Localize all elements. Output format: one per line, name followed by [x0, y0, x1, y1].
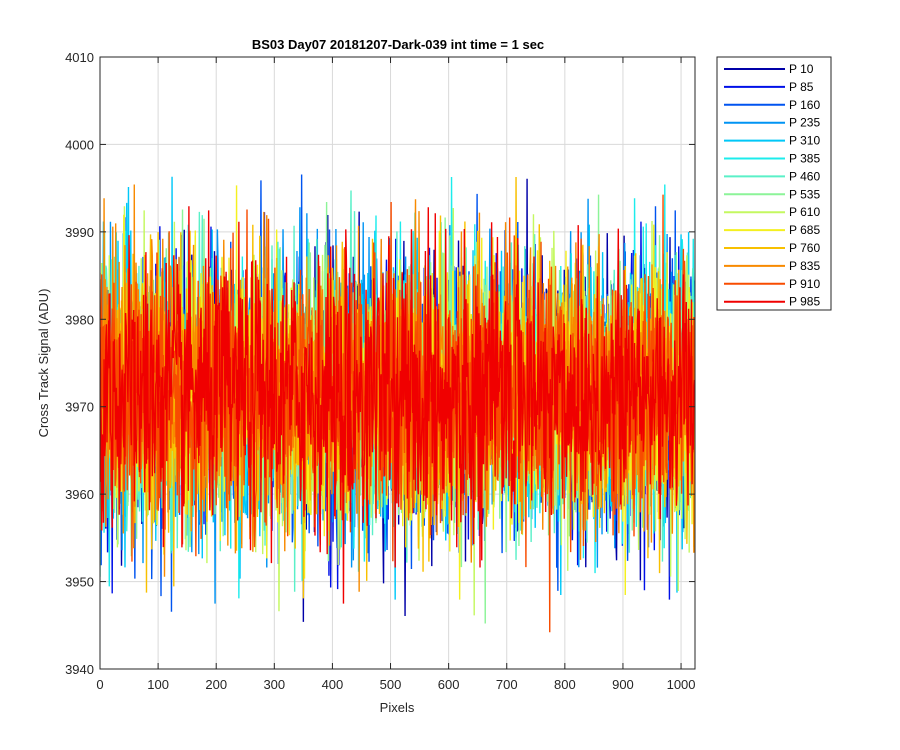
series-line-p985	[100, 206, 695, 604]
x-tick-label: 300	[263, 677, 285, 692]
x-tick-label: 900	[612, 677, 634, 692]
legend-label: P 85	[789, 80, 814, 94]
x-axis-label: Pixels	[380, 700, 415, 715]
legend-box	[716, 56, 832, 311]
axis-ticks	[99, 56, 695, 670]
y-tick-label: 4000	[65, 137, 94, 152]
x-tick-label: 700	[496, 677, 518, 692]
legend-label: P 10	[789, 62, 814, 76]
y-tick-label: 3990	[65, 225, 94, 240]
x-tick-label: 100	[147, 677, 169, 692]
legend-label: P 235	[789, 116, 820, 130]
legend-label: P 835	[789, 259, 820, 273]
plot-frame	[99, 56, 696, 670]
y-tick-label: 3960	[65, 487, 94, 502]
series-lines	[100, 174, 695, 633]
y-tick-labels: 3940 3950 3960 3970 3980 3990 4000 4010	[65, 50, 94, 677]
y-tick-label: 3950	[65, 575, 94, 590]
legend: P 10 P 85 P 160 P 235 P 310 P 385 P 460 P 535 P …	[716, 56, 832, 311]
chart-title: BS03 Day07 20181207-Dark-039 int time = …	[252, 37, 544, 52]
legend-label: P 385	[789, 152, 820, 166]
x-tick-label: 1000	[667, 677, 696, 692]
y-tick-label: 3970	[65, 400, 94, 415]
legend-label: P 610	[789, 205, 820, 219]
x-tick-label: 200	[205, 677, 227, 692]
legend-label: P 910	[789, 277, 820, 291]
y-tick-label: 4010	[65, 50, 94, 65]
x-tick-labels: 0 100 200 300 400 500 600 700 800 900 1000	[96, 677, 695, 692]
x-tick-label: 800	[554, 677, 576, 692]
y-tick-label: 3940	[65, 662, 94, 677]
legend-label: P 460	[789, 169, 820, 183]
y-axis-label: Cross Track Signal (ADU)	[36, 289, 51, 438]
y-tick-label: 3980	[65, 312, 94, 327]
legend-label: P 310	[789, 134, 820, 148]
x-tick-label: 400	[322, 677, 344, 692]
x-tick-label: 0	[96, 677, 103, 692]
legend-label: P 760	[789, 241, 820, 255]
legend-label: P 535	[789, 187, 820, 201]
legend-label: P 160	[789, 98, 820, 112]
legend-label: P 985	[789, 295, 820, 309]
legend-label: P 685	[789, 223, 820, 237]
x-tick-label: 500	[380, 677, 402, 692]
x-tick-label: 600	[438, 677, 460, 692]
